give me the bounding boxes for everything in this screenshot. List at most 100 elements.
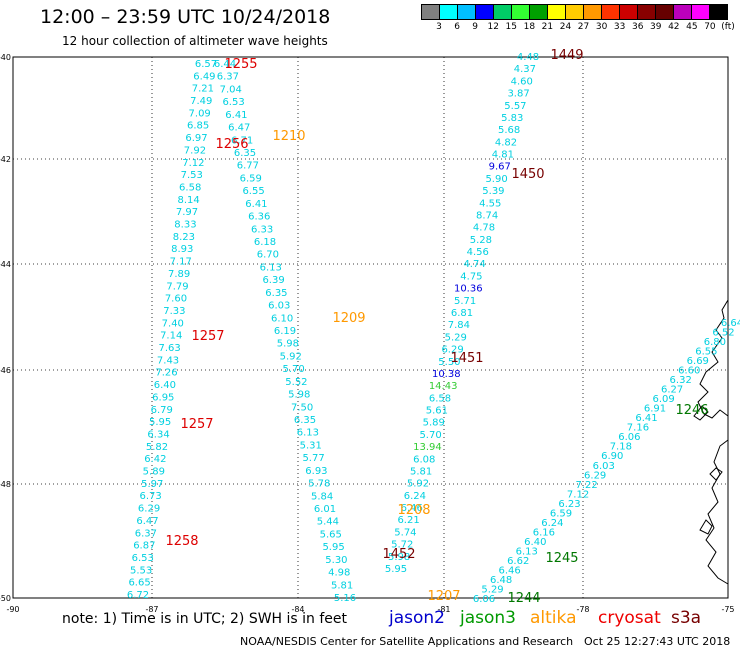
wave-height-value: 7.84 bbox=[448, 320, 470, 331]
wave-height-value: 5.83 bbox=[501, 113, 523, 124]
wave-height-value: 7.50 bbox=[291, 402, 313, 413]
wave-height-value: 7.89 bbox=[168, 269, 190, 280]
wave-height-value: 5.29 bbox=[481, 584, 503, 595]
wave-height-value: 6.87 bbox=[133, 541, 155, 552]
wave-height-value: 6.06 bbox=[618, 432, 640, 443]
wave-height-value: 7.97 bbox=[176, 207, 198, 218]
legend-swatch bbox=[584, 5, 602, 19]
wave-height-value: 6.48 bbox=[490, 575, 512, 586]
wave-height-value: 6.01 bbox=[314, 504, 336, 515]
wave-height-value: 5.74 bbox=[394, 527, 416, 538]
wave-height-value: 6.27 bbox=[661, 385, 683, 396]
wave-height-value: 10.36 bbox=[454, 284, 483, 295]
wave-height-value: 6.29 bbox=[441, 345, 463, 356]
wave-height-value: 6.40 bbox=[524, 537, 546, 548]
pass-time-label: 1245 bbox=[545, 551, 578, 566]
generated-timestamp: Oct 25 12:27:43 UTC 2018 bbox=[584, 635, 731, 648]
wave-height-value: 6.47 bbox=[228, 123, 250, 134]
wave-height-value: 6.41 bbox=[245, 199, 267, 210]
wave-height-value: 6.37 bbox=[217, 72, 239, 83]
pass-time-label: 1451 bbox=[450, 351, 483, 366]
pass-time-label: 1256 bbox=[215, 137, 248, 152]
coastline-segment bbox=[693, 405, 709, 421]
wave-height-value: 6.58 bbox=[429, 393, 451, 404]
wave-height-value: 6.03 bbox=[593, 461, 615, 472]
wave-height-value: 6.62 bbox=[507, 556, 529, 567]
wave-height-value: 6.70 bbox=[257, 250, 279, 261]
wave-height-value: 4.81 bbox=[492, 150, 514, 161]
wave-height-value: 5.53 bbox=[130, 565, 152, 576]
wave-height-value: 4.56 bbox=[467, 247, 489, 258]
wave-height-value: 7.18 bbox=[610, 442, 632, 453]
x-axis-label: -84 bbox=[291, 605, 304, 614]
wave-height-value: 7.26 bbox=[155, 368, 177, 379]
wave-height-value: 7.22 bbox=[575, 480, 597, 491]
wave-height-value: 5.71 bbox=[454, 296, 476, 307]
wave-height-value: 8.14 bbox=[177, 195, 199, 206]
wave-height-value: 7.53 bbox=[181, 170, 203, 181]
legend-label: 30 bbox=[595, 22, 608, 32]
pass-time-label: 1257 bbox=[180, 417, 213, 432]
legend-label: 27 bbox=[577, 22, 590, 32]
wave-height-value: 6.77 bbox=[237, 161, 259, 172]
legend-labels: 3 6 9 12 15 18 21 24 27 30 33 36 39 42 45 70 (ft) bbox=[421, 20, 735, 34]
pass-time-label: 1449 bbox=[550, 48, 583, 63]
y-axis-label: -48 bbox=[0, 480, 11, 489]
wave-height-value: 6.90 bbox=[601, 451, 623, 462]
wave-height-value: 6.03 bbox=[268, 301, 290, 312]
wave-height-value: 5.77 bbox=[302, 453, 324, 464]
wave-height-value: 4.60 bbox=[511, 76, 533, 87]
legend-label: 42 bbox=[668, 22, 680, 32]
wave-height-value: 6.42 bbox=[144, 454, 166, 465]
wave-height-value: 7.33 bbox=[163, 306, 185, 317]
legend-label: 24 bbox=[559, 22, 572, 32]
wave-height-value: 4.78 bbox=[473, 223, 495, 234]
legend-swatch bbox=[548, 5, 566, 19]
satellite-altika: altika bbox=[530, 608, 577, 628]
page-title: 12:00 – 23:59 UTC 10/24/2018 bbox=[40, 6, 331, 28]
legend-swatch bbox=[710, 5, 727, 19]
wave-height-value: 6.18 bbox=[254, 237, 276, 248]
wave-height-value: 8.33 bbox=[174, 220, 196, 231]
x-axis-label: -78 bbox=[576, 605, 589, 614]
wave-height-value: 6.47 bbox=[136, 516, 158, 527]
wave-height-value: 6.29 bbox=[584, 470, 606, 481]
pass-time-label: 1207 bbox=[427, 589, 460, 604]
wave-height-value: 6.58 bbox=[179, 182, 201, 193]
wave-height-value: 6.73 bbox=[140, 491, 162, 502]
wave-height-value: 6.35 bbox=[234, 148, 256, 159]
wave-height-value: 4.37 bbox=[514, 64, 536, 75]
wave-height-value: 7.12 bbox=[567, 489, 589, 500]
legend-swatch bbox=[494, 5, 512, 19]
wave-height-value: 6.29 bbox=[138, 504, 160, 515]
wave-height-value: 6.32 bbox=[670, 375, 692, 386]
wave-height-value: 6.93 bbox=[305, 466, 327, 477]
wave-height-value: 6.97 bbox=[185, 133, 207, 144]
wave-height-value: 8.74 bbox=[476, 210, 498, 221]
wave-height-value: 5.89 bbox=[423, 418, 445, 429]
wave-height-value: 7.60 bbox=[165, 294, 187, 305]
wave-height-value: 3.87 bbox=[507, 89, 529, 100]
wave-height-value: 5.39 bbox=[482, 186, 504, 197]
wave-height-value: 5.50 bbox=[438, 357, 460, 368]
pass-time-label: 1246 bbox=[675, 403, 708, 418]
wave-height-value: 5.70 bbox=[282, 364, 304, 375]
wave-height-value: 6.59 bbox=[240, 173, 262, 184]
legend-label: 15 bbox=[505, 22, 518, 32]
pass-time-label: 1209 bbox=[332, 311, 365, 326]
legend-swatch bbox=[656, 5, 674, 19]
wave-height-value: 4.55 bbox=[479, 198, 501, 209]
legend-swatch bbox=[620, 5, 638, 19]
wave-height-value: 5.29 bbox=[445, 332, 467, 343]
wave-height-value: 6.53 bbox=[222, 97, 244, 108]
wave-height-value: 5.61 bbox=[426, 406, 448, 417]
wave-height-value: 7.12 bbox=[182, 158, 204, 169]
wave-height-value: 14.43 bbox=[429, 381, 458, 392]
wave-height-value: 7.79 bbox=[166, 281, 188, 292]
color-legend: 3 6 9 12 15 18 21 24 27 30 33 36 39 42 45 70 (ft) bbox=[421, 4, 735, 34]
wave-height-value: 5.31 bbox=[300, 440, 322, 451]
wave-height-value: 8.23 bbox=[173, 232, 195, 243]
wave-height-value: 10.38 bbox=[432, 369, 461, 380]
legend-swatch bbox=[512, 5, 530, 19]
